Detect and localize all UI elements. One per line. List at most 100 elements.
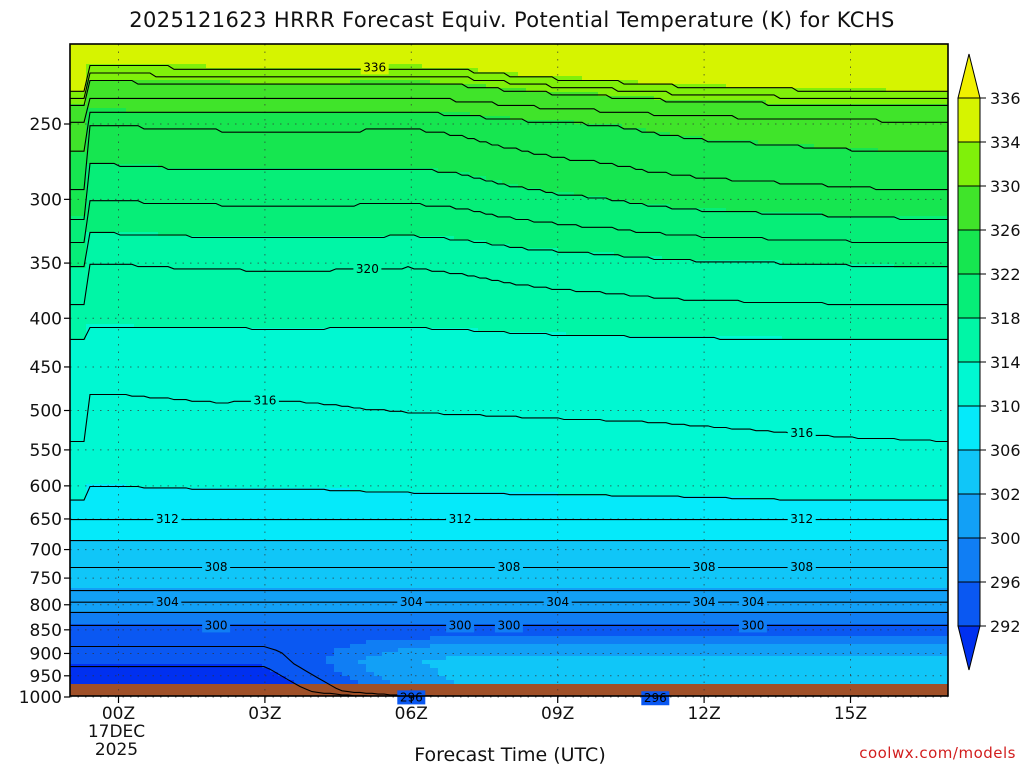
fill-cell xyxy=(118,108,127,165)
fill-cell xyxy=(470,328,479,493)
fill-cell xyxy=(718,140,727,209)
fill-cell xyxy=(198,624,207,665)
fill-cell xyxy=(934,340,943,501)
fill-cell xyxy=(470,612,479,625)
fill-cell xyxy=(630,612,639,625)
fill-cell xyxy=(630,44,639,81)
fill-cell xyxy=(630,636,639,645)
fill-cell xyxy=(910,644,919,657)
fill-cell xyxy=(670,84,679,101)
fill-cell xyxy=(526,588,535,613)
fill-cell xyxy=(182,588,191,613)
fill-cell xyxy=(766,540,775,589)
fill-cell xyxy=(206,112,215,169)
fill-cell xyxy=(694,208,703,261)
fill-cell xyxy=(270,488,279,541)
fill-cell xyxy=(798,624,807,637)
fill-cell xyxy=(526,656,535,685)
fill-cell xyxy=(622,636,631,645)
fill-cell xyxy=(502,244,511,333)
fill-cell xyxy=(798,636,807,645)
fill-cell xyxy=(166,44,175,65)
fill-cell xyxy=(902,152,911,217)
fill-cell xyxy=(462,240,471,329)
fill-cell xyxy=(318,588,327,613)
fill-cell xyxy=(878,500,887,541)
fill-cell xyxy=(926,656,935,685)
fill-cell xyxy=(150,540,159,589)
fill-cell xyxy=(910,612,919,625)
fill-cell xyxy=(342,168,351,237)
fill-cell xyxy=(926,540,935,589)
fill-cell xyxy=(158,328,167,489)
fill-cell xyxy=(262,112,271,169)
fill-cell xyxy=(734,44,743,89)
fill-cell xyxy=(558,644,567,657)
fill-cell xyxy=(670,624,679,637)
fill-cell xyxy=(806,88,815,105)
contour-label-text: 304 xyxy=(156,595,179,609)
fill-cell xyxy=(310,236,319,329)
fill-cell xyxy=(262,624,271,669)
fill-cell xyxy=(238,588,247,613)
fill-cell xyxy=(278,236,287,329)
fill-cell xyxy=(846,540,855,589)
contour-label-bg xyxy=(202,618,231,633)
fill-cell xyxy=(214,44,223,69)
fill-cell xyxy=(158,44,167,65)
x-tick-label: 00Z xyxy=(102,704,135,724)
fill-cell xyxy=(430,236,439,329)
fill-cell xyxy=(702,44,711,85)
fill-cell xyxy=(838,88,847,105)
fill-cell xyxy=(694,100,703,137)
fill-cell xyxy=(926,152,935,217)
fill-cell xyxy=(182,236,191,329)
fill-cell xyxy=(286,112,295,169)
fill-cell xyxy=(662,624,671,637)
fill-cell xyxy=(670,336,679,497)
fill-cell xyxy=(590,496,599,541)
fill-cell xyxy=(350,540,359,589)
fill-cell xyxy=(502,644,511,657)
fill-cell xyxy=(606,540,615,589)
fill-cell xyxy=(694,612,703,625)
fill-cell xyxy=(622,200,631,257)
fill-cell xyxy=(350,644,359,681)
fill-cell xyxy=(654,132,663,205)
fill-cell xyxy=(382,540,391,589)
contour-label-text: 312 xyxy=(449,512,472,526)
fill-cell xyxy=(710,656,719,685)
fill-cell xyxy=(678,496,687,541)
fill-cell xyxy=(854,636,863,645)
ground-fill xyxy=(70,684,948,696)
fill-cell xyxy=(430,588,439,613)
fill-cell xyxy=(126,624,135,665)
fill-cell xyxy=(606,124,615,201)
fill-cell xyxy=(254,44,263,69)
contour-label-text: 296 xyxy=(644,691,667,705)
fill-cell xyxy=(782,88,791,105)
fill-cell xyxy=(302,236,311,329)
y-tick-label: 500 xyxy=(30,402,62,422)
fill-cell xyxy=(294,488,303,541)
fill-cell xyxy=(910,500,919,541)
fill-cell xyxy=(566,612,575,625)
fill-cell xyxy=(774,88,783,105)
fill-cell xyxy=(358,540,367,589)
fill-cell xyxy=(134,164,143,233)
fill-cell xyxy=(486,612,495,625)
fill-cell xyxy=(558,636,567,645)
fill-cell xyxy=(534,636,543,645)
fill-cell xyxy=(702,84,711,101)
fill-cell xyxy=(518,644,527,657)
fill-cell xyxy=(598,252,607,337)
fill-cell xyxy=(158,64,167,81)
fill-cell xyxy=(342,44,351,69)
fill-cell xyxy=(454,588,463,613)
fill-cell xyxy=(478,656,487,685)
colorbar-label: 322 xyxy=(990,265,1021,284)
fill-cell xyxy=(774,212,783,261)
fill-cell xyxy=(374,656,383,677)
fill-cell xyxy=(870,540,879,589)
fill-cell xyxy=(494,244,503,333)
